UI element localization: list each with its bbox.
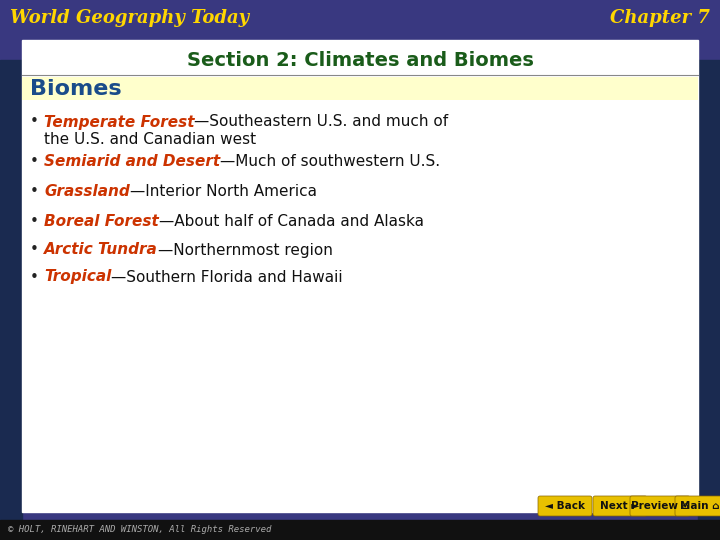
- Bar: [0, 0, 720, 36]
- Text: Temperate Forest: Temperate Forest: [44, 114, 194, 130]
- Text: —Southeastern U.S. and much of: —Southeastern U.S. and much of: [194, 114, 449, 130]
- Text: •: •: [30, 154, 39, 170]
- Text: ◄ Back: ◄ Back: [545, 501, 585, 511]
- Bar: [22, 77, 698, 100]
- Text: •: •: [30, 214, 39, 230]
- Text: Chapter 7: Chapter 7: [610, 9, 710, 27]
- Text: —About half of Canada and Alaska: —About half of Canada and Alaska: [158, 214, 424, 230]
- Text: the U.S. and Canadian west: the U.S. and Canadian west: [44, 132, 256, 146]
- Text: Main ⌂: Main ⌂: [680, 501, 720, 511]
- Text: •: •: [30, 242, 39, 258]
- Text: Section 2: Climates and Biomes: Section 2: Climates and Biomes: [186, 51, 534, 70]
- Text: Semiarid and Desert: Semiarid and Desert: [44, 154, 220, 170]
- Text: —Northernmost region: —Northernmost region: [158, 242, 333, 258]
- Text: Tropical: Tropical: [44, 269, 112, 285]
- Text: Arctic Tundra: Arctic Tundra: [44, 242, 158, 258]
- FancyBboxPatch shape: [593, 496, 647, 516]
- Text: —Much of southwestern U.S.: —Much of southwestern U.S.: [220, 154, 440, 170]
- FancyBboxPatch shape: [675, 496, 720, 516]
- Bar: [22, 40, 698, 512]
- Bar: [698, 60, 720, 520]
- Text: Grassland: Grassland: [44, 185, 130, 199]
- Text: © HOLT, RINEHART AND WINSTON, All Rights Reserved: © HOLT, RINEHART AND WINSTON, All Rights…: [8, 525, 271, 535]
- Text: •: •: [30, 269, 39, 285]
- Text: •: •: [30, 114, 39, 130]
- Text: Boreal Forest: Boreal Forest: [44, 214, 158, 230]
- Text: —Southern Florida and Hawaii: —Southern Florida and Hawaii: [112, 269, 343, 285]
- Text: Preview ⌂: Preview ⌂: [631, 501, 689, 511]
- Text: Next ►: Next ►: [600, 501, 639, 511]
- Bar: [0, 60, 22, 520]
- Text: —Interior North America: —Interior North America: [130, 185, 317, 199]
- Text: Biomes: Biomes: [30, 79, 122, 99]
- Bar: [0, 520, 720, 540]
- FancyBboxPatch shape: [538, 496, 592, 516]
- Text: World Geography Today: World Geography Today: [10, 9, 249, 27]
- FancyBboxPatch shape: [630, 496, 690, 516]
- Text: •: •: [30, 185, 39, 199]
